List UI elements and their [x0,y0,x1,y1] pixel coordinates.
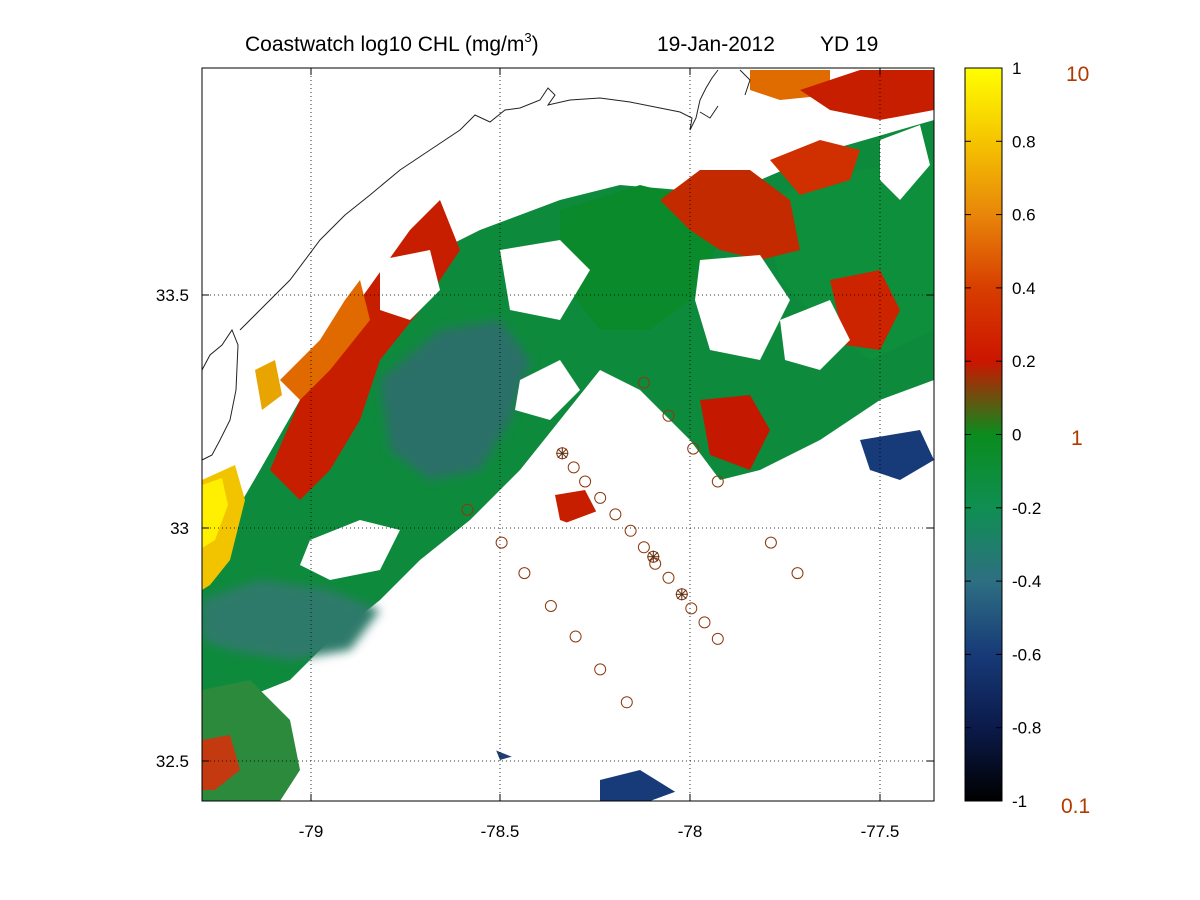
title-date: 19-Jan-2012 [657,33,775,56]
station-marker [518,567,531,580]
colorbar-tick-label: 1 [1012,59,1021,78]
title-superscript: 3 [524,30,531,45]
y-tick-label: 33.5 [156,286,189,305]
station-marker [624,524,637,537]
cloud-gap-2 [500,240,590,320]
station-marker [698,616,711,629]
chl-upper-green [560,185,720,330]
station-marker [544,600,557,612]
station-marker [495,536,508,549]
station-marker [687,442,700,455]
chl-e-dark [860,430,934,480]
chl-coastal-brightyellow [202,478,228,548]
chl-e-red [830,270,900,350]
coastline [201,69,751,461]
x-tick-label: -78 [678,822,703,841]
station-star-mark [676,589,687,600]
station-marker [662,571,675,584]
colorbar-tick-label: 0.4 [1012,279,1036,298]
colorbar-secondary-label: 0.1 [1061,795,1090,818]
svg-text:Coastwatch log10 CHL (mg/m3): Coastwatch log10 CHL (mg/m3) [245,30,539,56]
station-marker [594,491,607,504]
colorbar-tick-label: 0 [1012,426,1021,445]
cloud-gap-4 [515,360,580,420]
station-marker [567,461,580,474]
station-marker [649,557,662,570]
chl-coastal-orange [280,280,370,400]
chlorophyll-field [202,70,934,801]
station-markers [461,376,804,709]
station-marker [637,541,650,554]
station-marker [620,696,633,709]
x-tick-label: -77.5 [861,822,900,841]
station-marker [711,632,724,645]
station-marker [711,475,724,488]
cloud-gap-1 [380,250,440,320]
station-marker [579,475,592,488]
colorbar-tick-label: -0.2 [1012,499,1041,518]
station-marker [594,663,607,676]
x-tick-labels: -79 -78.5 -78 -77.5 [299,822,900,841]
title-yearday: YD 19 [820,33,878,56]
colorbar-ticks: 1 0.8 0.6 0.4 0.2 0 -0.2 -0.4 -0.6 -0.8 -1 [965,59,1041,811]
chl-coastal-yellow-2 [255,360,282,410]
map-panel: -79 -78.5 -78 -77.5 33.5 33 32.5 [156,67,935,841]
chl-ne-red-2 [770,140,860,195]
colorbar-gradient [965,68,1002,801]
cloud-gap-south [300,510,934,801]
x-tick-label: -79 [299,822,324,841]
colorbar-tick-label: -1 [1012,792,1027,811]
chl-teal-core [380,320,530,480]
cloud-gap-5 [300,520,400,580]
plot-title: Coastwatch log10 CHL (mg/m3) 19-Jan-2012… [245,30,878,56]
colorbar-tick-label: 0.2 [1012,352,1036,371]
title-suffix: ) [532,33,539,56]
colorbar-secondary-label: 1 [1071,427,1083,450]
cloud-gap-7 [780,300,850,370]
station-marker [662,409,675,422]
colorbar-tick-label: -0.4 [1012,572,1041,591]
station-marker [791,567,804,580]
chl-sw-bottom-red [202,735,240,790]
station-star-mark [648,551,659,562]
colorbar-tick-label: 0.8 [1012,132,1036,151]
y-tick-label: 33 [170,519,189,538]
chl-ne-red [660,170,800,260]
cloud-gap-3 [695,255,790,360]
map-frame [201,67,935,802]
colorbar: 1 0.8 0.6 0.4 0.2 0 -0.2 -0.4 -0.6 -0.8 -1 10 1 0.… [964,59,1090,818]
station-marker [637,376,650,389]
y-tick-label: 32.5 [156,752,189,771]
title-prefix: Coastwatch log10 CHL (mg/m [245,33,524,56]
colorbar-tick-label: -0.6 [1012,645,1041,664]
station-marker [461,503,474,516]
x-tick-label: -78.5 [481,822,520,841]
station-star-mark [557,448,568,459]
map-ticks [202,68,934,801]
chl-e-red-mid [700,395,770,470]
colorbar-tick-label: 0.6 [1012,206,1036,225]
y-tick-labels: 33.5 33 32.5 [156,286,189,771]
colorbar-secondary-labels: 10 1 0.1 [1061,63,1090,818]
chl-ne-red-top [800,70,934,120]
chl-teal-lower [202,580,380,660]
station-marker [569,630,582,643]
station-marker [685,602,698,615]
station-marker [764,536,777,549]
colorbar-tick-label: -0.8 [1012,719,1041,738]
station-marker [609,508,622,521]
colorbar-secondary-label: 10 [1066,63,1089,86]
cloud-gap-6 [880,125,930,200]
